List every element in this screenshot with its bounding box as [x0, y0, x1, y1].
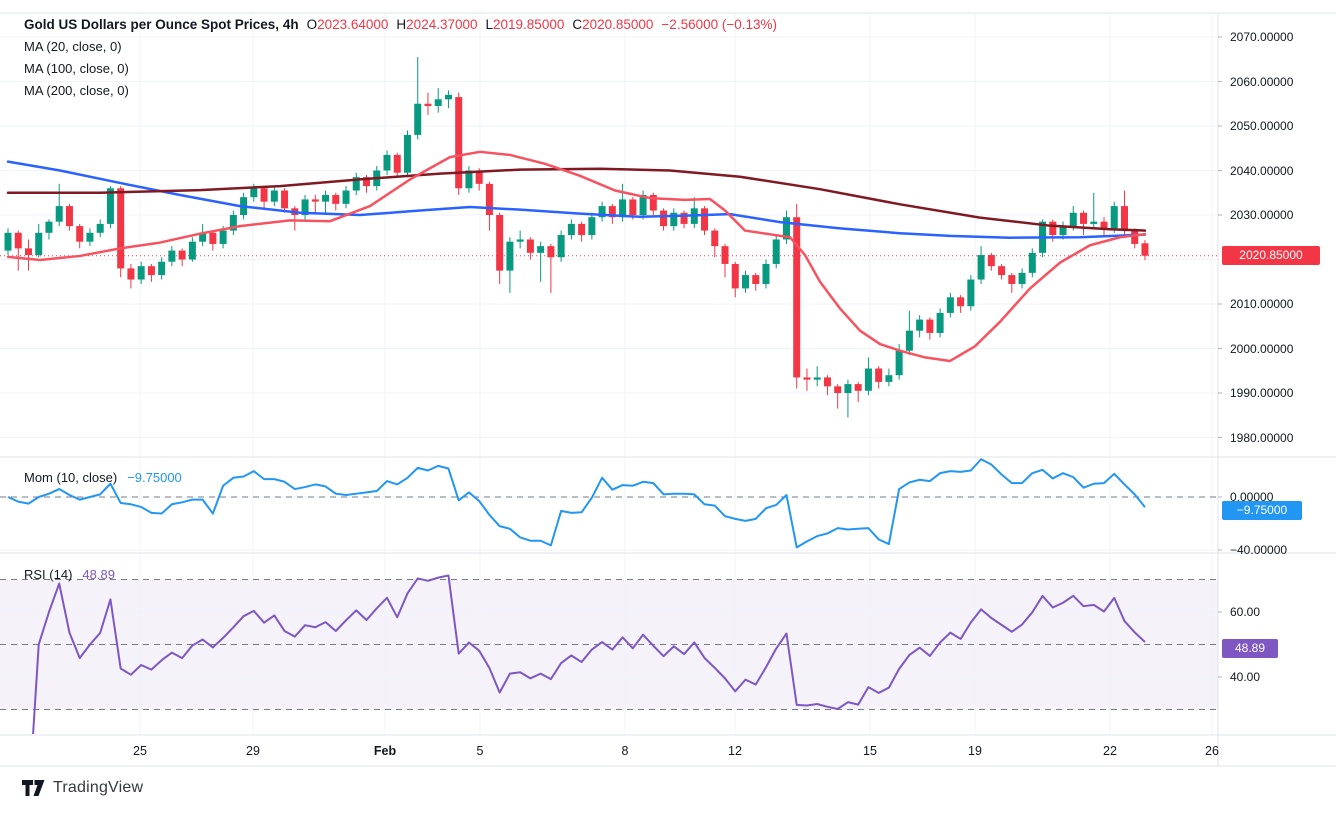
time-axis-label: 15 [863, 744, 877, 758]
price-axis-label: 1990.00000 [1230, 386, 1294, 400]
momentum-line [7, 458, 1146, 549]
price-axis-label: 2060.00000 [1230, 74, 1294, 89]
price-axis-label: 2040.00000 [1230, 163, 1294, 178]
tradingview-logo-text: TradingView [53, 779, 144, 796]
ma20-legend[interactable]: MA (20, close, 0) [24, 38, 777, 54]
price-axis-label: 2070.00000 [1230, 30, 1294, 44]
axis-ticks [1218, 36, 1222, 678]
time-axis-label: 5 [476, 744, 484, 758]
current-price-badge: 2020.85000 [1222, 246, 1320, 265]
pane-separators [0, 12, 1336, 767]
ohlc-high: H 2024.37000 [396, 17, 477, 32]
rsi-axis-label: 40.00 [1230, 670, 1261, 684]
ma20-legend-label: MA (20, close, 0) [24, 38, 122, 54]
dashed-levels-layer [0, 496, 1218, 710]
close-label: C [572, 16, 583, 32]
time-axis-label: 29 [246, 744, 260, 758]
price-axis-label: 1980.00000 [1230, 430, 1294, 445]
time-axis-label: 26 [1205, 744, 1219, 758]
momentum-value-badge: −9.75000 [1222, 501, 1302, 520]
rsi-value-badge: 48.89 [1222, 639, 1278, 658]
momentum-legend-label: Mom (10, close) [24, 470, 118, 485]
momentum-legend-value: −9.75000 [127, 470, 182, 485]
time-axis-label: 12 [728, 744, 742, 758]
ma200-legend[interactable]: MA (200, close, 0) [24, 82, 777, 98]
rsi-line [32, 574, 1146, 734]
momentum-axis-label: 0.00000 [1230, 490, 1274, 504]
symbol-legend: Gold US Dollars per Ounce Spot Prices, 4… [24, 16, 777, 104]
open-label: O [306, 16, 318, 32]
ma200-line [6, 167, 1147, 232]
change-value: −2.56000 (−0.13%) [661, 16, 778, 32]
rsi-legend[interactable]: RSI (14) 48.89 [24, 567, 115, 582]
rsi-legend-label: RSI (14) [24, 567, 73, 582]
time-axis-label: Feb [373, 744, 397, 758]
chart-plot-area[interactable] [0, 0, 1336, 770]
ma100-legend-label: MA (100, close, 0) [24, 60, 129, 76]
ma100-legend[interactable]: MA (100, close, 0) [24, 60, 777, 76]
time-axis-label: 19 [968, 744, 982, 758]
ma20-line [6, 150, 1147, 363]
low-label: L [485, 16, 494, 32]
low-value: 2019.85000 [493, 16, 565, 32]
ohlc-low: L 2019.85000 [486, 17, 565, 32]
momentum-legend[interactable]: Mom (10, close) −9.75000 [24, 470, 182, 485]
time-axis-label: 25 [133, 744, 147, 758]
ma200-legend-label: MA (200, close, 0) [24, 82, 129, 98]
price-axis-label: 2030.00000 [1230, 208, 1294, 222]
ma100-line [6, 160, 1147, 239]
rsi-legend-value: 48.89 [82, 567, 115, 582]
price-axis-label: 2050.00000 [1230, 119, 1294, 133]
momentum-axis-label: −40.00000 [1230, 543, 1288, 557]
close-value: 2020.85000 [582, 16, 654, 32]
ohlc-open: O 2023.64000 [307, 17, 389, 32]
rsi-axis-label: 60.00 [1230, 605, 1261, 619]
tradingview-logo-icon [22, 779, 45, 796]
time-axis-label: 22 [1103, 744, 1117, 758]
symbol-title[interactable]: Gold US Dollars per Ounce Spot Prices, 4… [24, 16, 299, 32]
price-axis-label: 2000.00000 [1230, 341, 1294, 356]
high-label: H [396, 16, 407, 32]
high-value: 2024.37000 [406, 16, 478, 32]
open-value: 2023.64000 [317, 16, 389, 32]
ohlc-close: C 2020.85000 [572, 17, 653, 32]
tradingview-brand-link[interactable]: TradingView [22, 779, 143, 797]
price-axis-label: 2010.00000 [1230, 297, 1294, 311]
time-axis-label: 8 [621, 744, 629, 758]
candles-layer [4, 57, 1149, 418]
